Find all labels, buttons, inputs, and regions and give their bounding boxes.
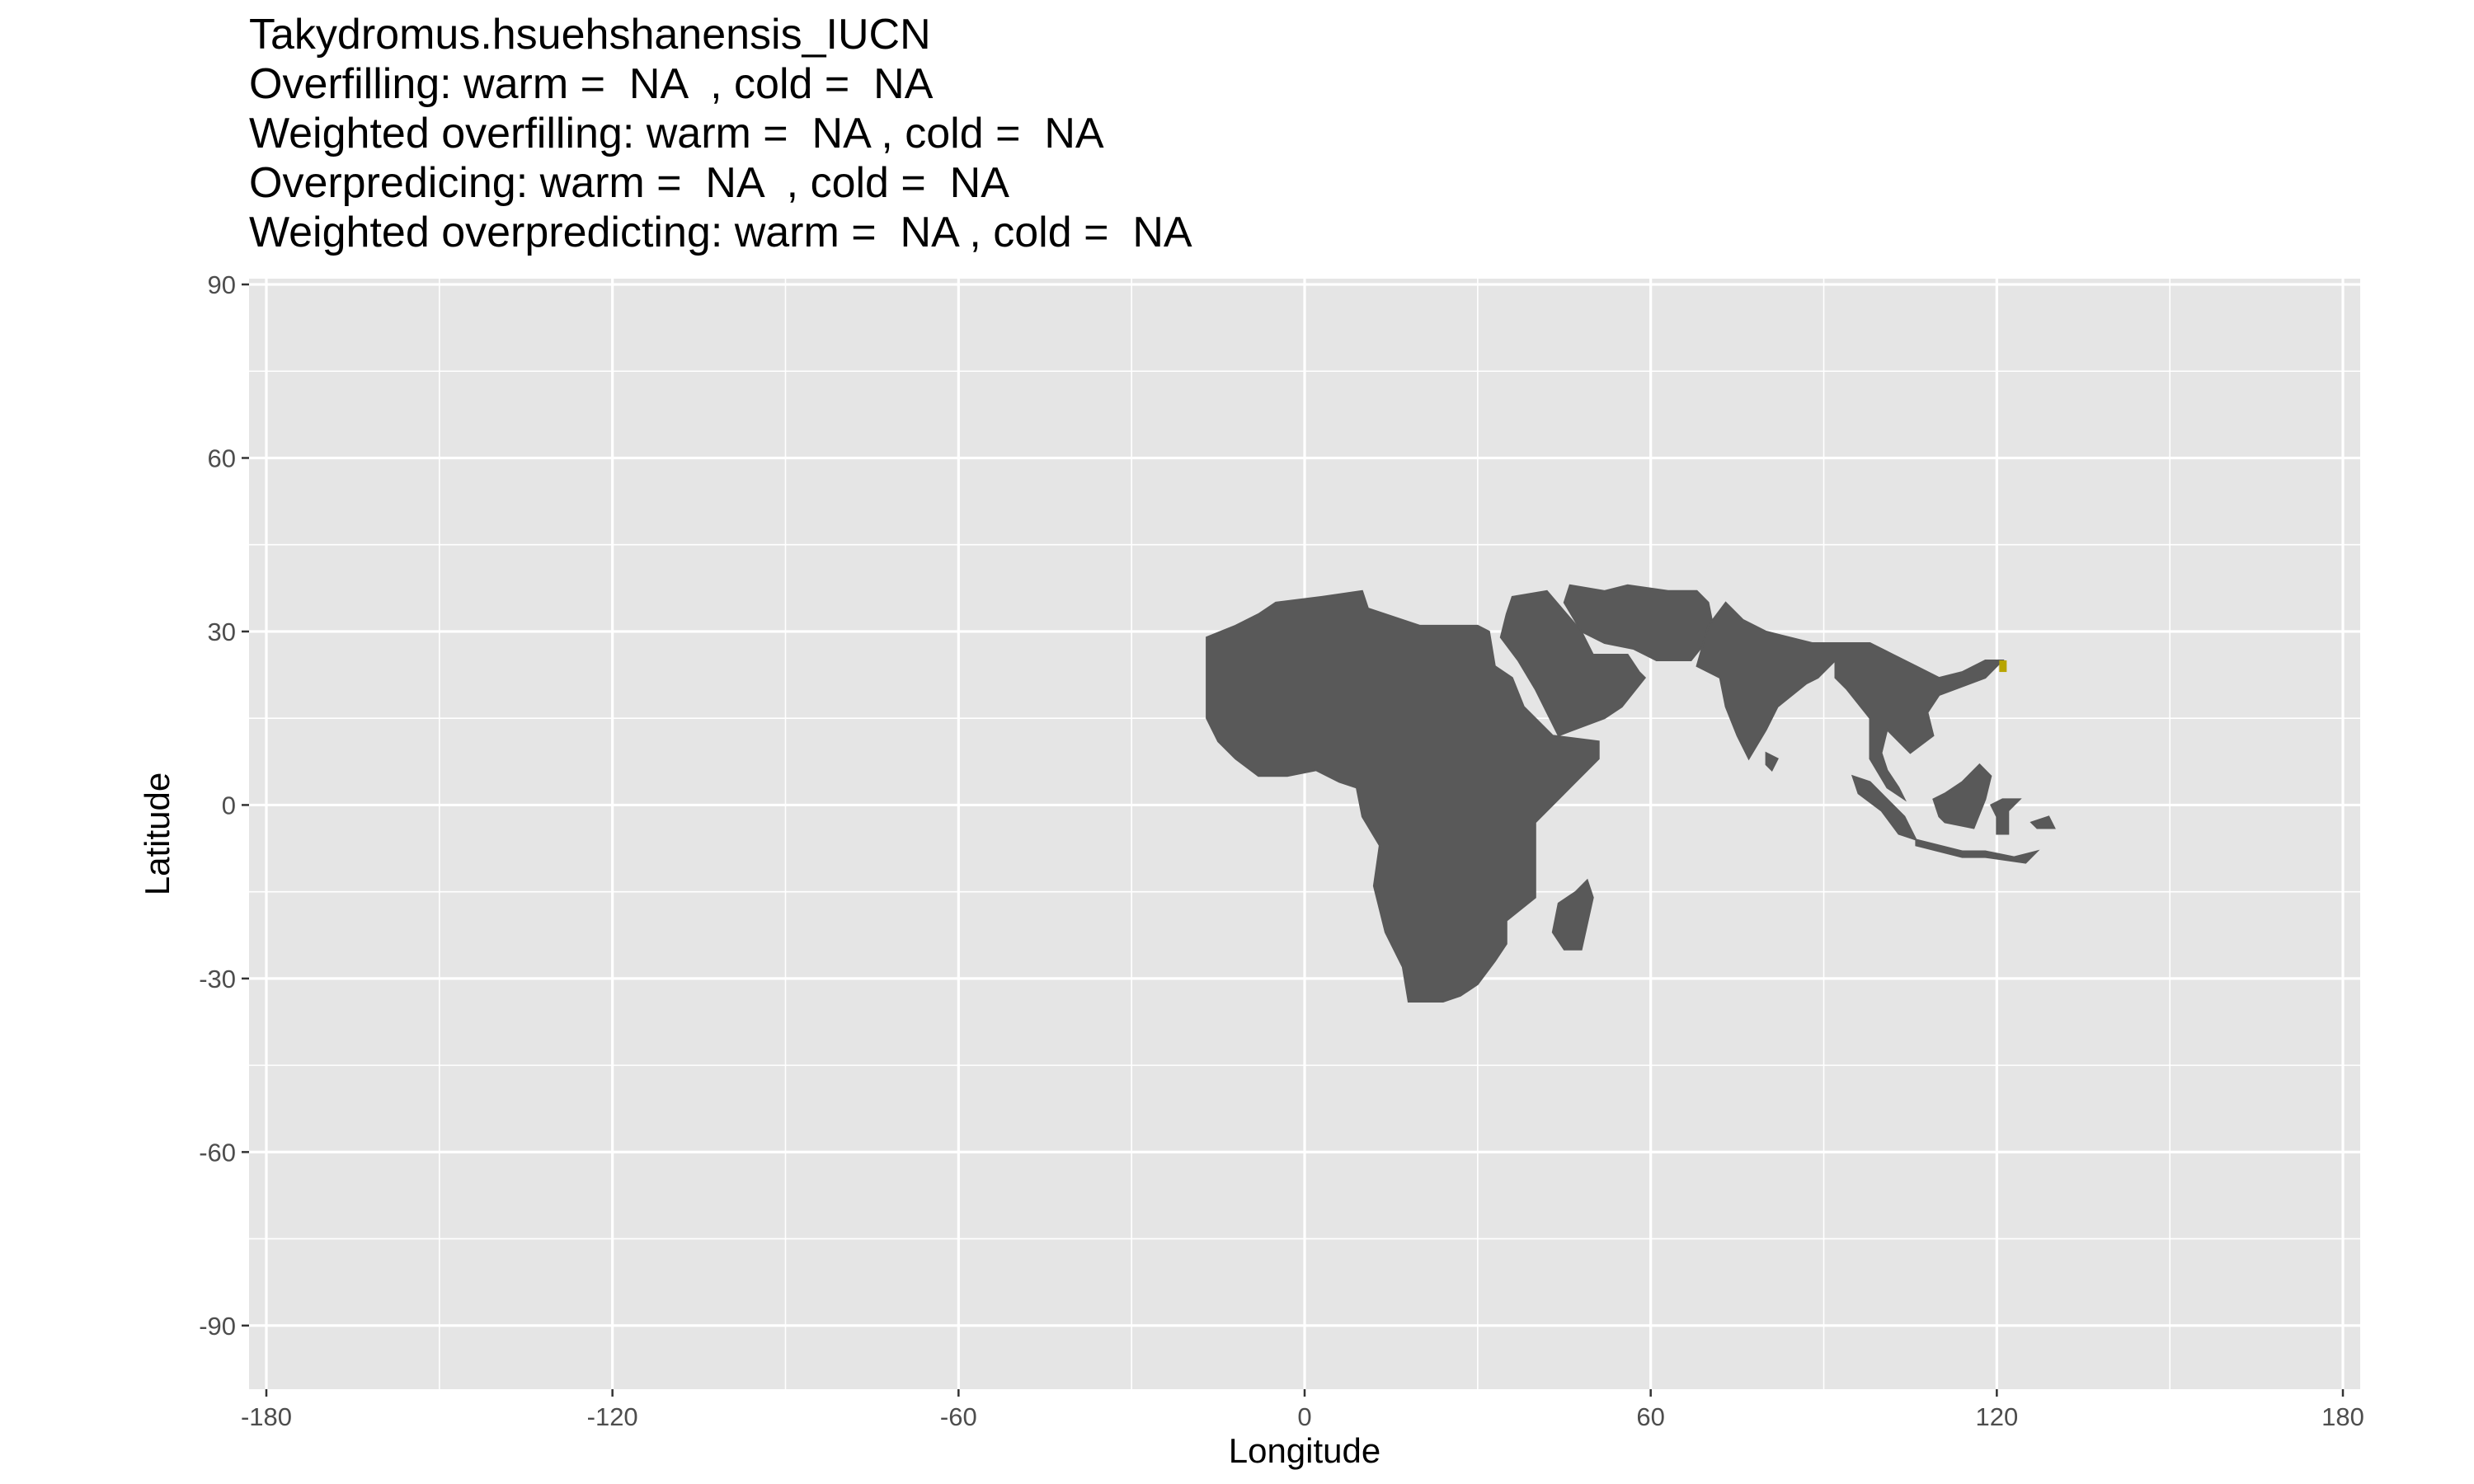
title-weighted-overfilling: Weighted overfilling: warm = NA , cold =… (249, 110, 1104, 157)
land-region-borneo (1932, 763, 1992, 829)
y-tick-label: 0 (222, 791, 236, 819)
axes: -180 -120 -60 0 60 120 180 90 60 30 0 -30 -60 -90 (199, 270, 2364, 1431)
land-regions (1206, 584, 2056, 1003)
y-tick-label: 30 (208, 618, 236, 646)
land-region-arabia-middle-east (1499, 589, 1647, 737)
title-species: Takydromus.hsuehshanensis_IUCN (249, 11, 931, 59)
x-tick-label: 120 (1975, 1402, 2018, 1431)
x-axis-title: Longitude (1229, 1431, 1381, 1470)
land-region-indian-subcontinent (1696, 601, 1861, 761)
land-region-sulawesi (1989, 798, 2022, 835)
land-region-java-lesser-sunda (1915, 838, 2040, 864)
title-overfilling: Overfilling: warm = NA , cold = NA (249, 60, 934, 108)
chart-title: Takydromus.hsuehshanensis_IUCN Overfilli… (249, 10, 1192, 257)
highlight-cells (1999, 660, 2007, 673)
x-tick-label: -180 (241, 1402, 292, 1431)
range-cell (1999, 660, 2007, 673)
y-tick-label: 90 (208, 270, 236, 299)
y-tick-label: -30 (199, 965, 236, 993)
land-region-new-guinea-edge (2030, 815, 2056, 829)
land-region-mainland-southeast-asia (1834, 642, 2005, 802)
land-region-madagascar (1551, 878, 1594, 951)
y-tick-label: -60 (199, 1138, 236, 1167)
title-weighted-overpredicting: Weighted overpredicting: warm = NA , col… (249, 209, 1192, 256)
y-tick-label: -90 (199, 1312, 236, 1341)
y-axis-title: Latitude (138, 773, 176, 895)
x-tick-label: -120 (587, 1402, 638, 1431)
land-region-sri-lanka (1765, 751, 1779, 772)
title-overpredicing: Overpredicing: warm = NA , cold = NA (249, 159, 1009, 207)
land-region-sumatra (1851, 774, 1918, 842)
y-tick-label: 60 (208, 444, 236, 472)
x-tick-label: -60 (940, 1402, 977, 1431)
x-tick-label: 180 (2321, 1402, 2364, 1431)
land-region-africa-mainland (1206, 589, 1600, 1003)
x-tick-label: 0 (1297, 1402, 1311, 1431)
x-tick-label: 60 (1636, 1402, 1664, 1431)
